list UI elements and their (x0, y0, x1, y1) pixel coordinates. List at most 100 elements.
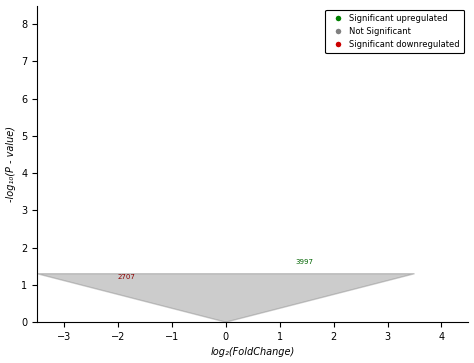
Point (231, 315, 239, 321)
Point (245, 317, 252, 323)
Point (196, 315, 204, 321)
Point (170, 299, 177, 305)
Point (441, 274, 448, 280)
Point (265, 287, 273, 293)
Point (239, 303, 246, 309)
Point (210, 309, 218, 314)
Point (210, 318, 218, 324)
Point (267, 217, 275, 223)
Point (200, 317, 207, 322)
Point (302, 259, 310, 265)
Point (221, 314, 228, 320)
Point (248, 302, 256, 307)
Point (269, 266, 276, 272)
Point (205, 308, 213, 314)
Point (120, 237, 128, 242)
Point (97, 306, 105, 312)
Point (183, 228, 191, 234)
Point (150, 273, 157, 278)
Point (265, 281, 273, 286)
Point (264, 281, 272, 286)
Point (243, 317, 250, 323)
Point (184, 216, 192, 222)
Point (257, 315, 265, 321)
Point (210, 316, 218, 322)
Point (261, 306, 268, 311)
Point (254, 272, 262, 278)
Point (269, 140, 276, 146)
Point (160, 275, 168, 281)
Point (318, 113, 325, 118)
Point (168, 247, 175, 253)
Point (76, 33, 84, 39)
Point (170, 281, 178, 287)
Point (147, 307, 155, 313)
Point (207, 306, 215, 312)
Point (201, 309, 209, 315)
Point (91, 247, 99, 253)
Point (222, 317, 229, 323)
Point (331, 30, 338, 36)
Point (286, 195, 293, 201)
Point (243, 269, 250, 275)
Point (206, 299, 213, 305)
Point (279, 318, 287, 323)
Point (274, 232, 282, 238)
Point (203, 309, 210, 314)
Point (345, 264, 352, 269)
Point (280, 318, 287, 323)
Point (192, 268, 200, 274)
Point (333, 308, 341, 314)
Point (184, 58, 192, 64)
Point (210, 312, 218, 318)
Point (183, 156, 191, 162)
Point (238, 310, 246, 316)
Point (214, 313, 221, 318)
Point (178, 311, 186, 317)
Point (391, 14, 398, 20)
Point (276, 308, 283, 314)
Point (160, 294, 167, 300)
Point (283, 314, 291, 319)
Point (312, 83, 319, 89)
Point (234, 318, 242, 324)
Point (235, 316, 243, 322)
Point (136, 299, 143, 305)
Point (189, 293, 196, 299)
Point (212, 306, 220, 312)
Point (211, 305, 219, 311)
Point (284, 198, 292, 204)
Point (190, 316, 198, 322)
Point (286, 253, 294, 258)
Point (181, 305, 188, 311)
Point (255, 266, 263, 272)
Point (290, 182, 297, 187)
Point (260, 212, 267, 217)
Point (251, 272, 258, 277)
Point (185, 309, 192, 315)
Point (211, 306, 219, 312)
Point (191, 313, 198, 319)
Point (190, 285, 197, 291)
Point (325, 276, 333, 281)
Point (239, 317, 246, 322)
Point (217, 319, 225, 325)
Point (210, 311, 218, 317)
Point (288, 280, 295, 286)
Point (187, 296, 195, 302)
Point (230, 309, 238, 314)
Point (288, 203, 295, 208)
Point (200, 314, 208, 320)
Point (251, 305, 258, 311)
Point (153, 200, 161, 206)
Point (183, 298, 191, 304)
Point (224, 318, 231, 324)
Point (208, 313, 216, 318)
Point (460, 14, 467, 20)
Point (176, 293, 183, 299)
Point (120, 245, 128, 251)
Point (284, 283, 292, 289)
Point (312, 306, 320, 312)
Point (396, 310, 403, 316)
Point (242, 313, 250, 319)
